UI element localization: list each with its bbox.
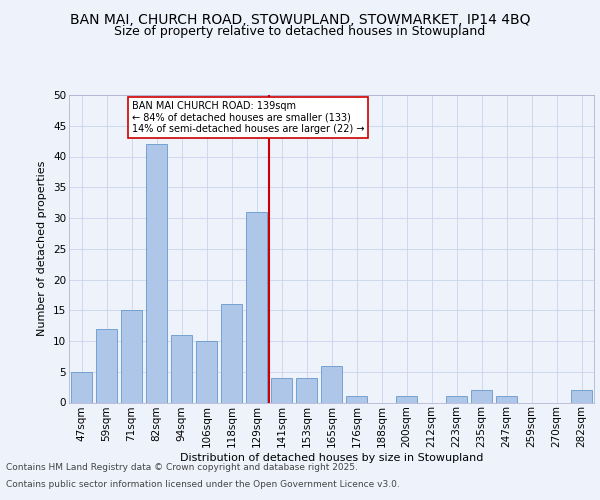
Bar	[196, 341, 217, 402]
Bar	[71, 372, 92, 402]
X-axis label: Distribution of detached houses by size in Stowupland: Distribution of detached houses by size …	[180, 453, 483, 463]
Bar	[496, 396, 517, 402]
Text: BAN MAI CHURCH ROAD: 139sqm
← 84% of detached houses are smaller (133)
14% of se: BAN MAI CHURCH ROAD: 139sqm ← 84% of det…	[131, 101, 364, 134]
Bar	[96, 328, 117, 402]
Text: Size of property relative to detached houses in Stowupland: Size of property relative to detached ho…	[115, 25, 485, 38]
Bar	[321, 366, 342, 403]
Bar	[571, 390, 592, 402]
Text: BAN MAI, CHURCH ROAD, STOWUPLAND, STOWMARKET, IP14 4BQ: BAN MAI, CHURCH ROAD, STOWUPLAND, STOWMA…	[70, 12, 530, 26]
Bar	[221, 304, 242, 402]
Bar	[296, 378, 317, 402]
Bar	[146, 144, 167, 403]
Bar	[396, 396, 417, 402]
Bar	[471, 390, 492, 402]
Text: Contains HM Land Registry data © Crown copyright and database right 2025.: Contains HM Land Registry data © Crown c…	[6, 464, 358, 472]
Bar	[446, 396, 467, 402]
Bar	[346, 396, 367, 402]
Bar	[271, 378, 292, 402]
Text: Contains public sector information licensed under the Open Government Licence v3: Contains public sector information licen…	[6, 480, 400, 489]
Bar	[121, 310, 142, 402]
Bar	[246, 212, 267, 402]
Y-axis label: Number of detached properties: Number of detached properties	[37, 161, 47, 336]
Bar	[171, 335, 192, 402]
